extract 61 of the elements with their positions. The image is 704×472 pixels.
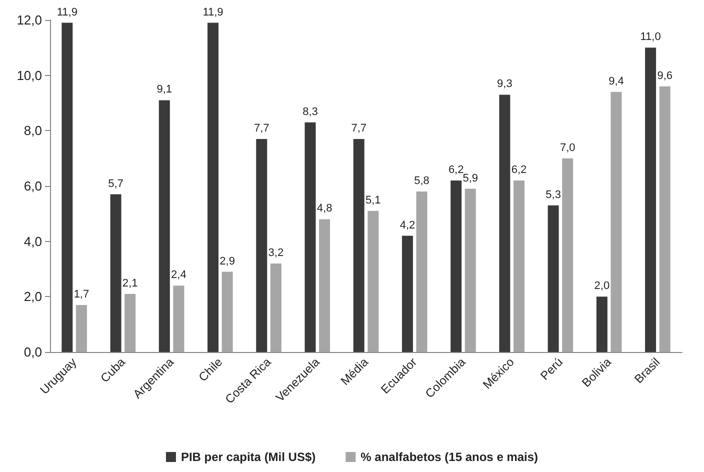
data-label: 2,0 (594, 280, 610, 292)
bar (416, 192, 428, 352)
data-label: 9,1 (156, 84, 172, 96)
bar (270, 263, 282, 352)
bar (645, 48, 656, 352)
bar (368, 210, 379, 352)
data-label: 2,4 (171, 269, 186, 282)
data-label: 9,6 (657, 70, 672, 82)
bar (110, 194, 122, 352)
y-tick-label: 4,0 (24, 234, 42, 249)
data-label: 2,9 (220, 255, 235, 268)
bar (158, 100, 170, 352)
bar (76, 304, 87, 352)
data-label: 9,3 (497, 78, 512, 90)
bar (562, 158, 574, 352)
bar (62, 22, 73, 352)
y-tick-label: 2,0 (24, 289, 42, 304)
y-tick-label: 8,0 (24, 123, 42, 138)
y-tick-label: 0,0 (24, 344, 42, 360)
data-label: 11,9 (202, 6, 224, 18)
data-label: 11,0 (640, 31, 661, 44)
data-label: 5,9 (462, 172, 478, 184)
legend-label: PIB per capita (Mil US$) (180, 450, 316, 464)
bar (353, 138, 364, 352)
y-tick-label: 6,0 (24, 178, 42, 194)
bar (208, 22, 219, 352)
bar (596, 296, 608, 352)
bar (548, 205, 559, 352)
data-label: 11,9 (56, 6, 78, 18)
bar (173, 286, 184, 352)
data-label: 4,2 (400, 219, 416, 232)
data-label: 6,2 (448, 164, 464, 176)
data-label: 7,0 (560, 142, 576, 154)
y-tick-label: 12,0 (16, 12, 42, 28)
data-label: 7,7 (254, 122, 270, 134)
bar (464, 188, 476, 352)
data-label: 6,2 (511, 164, 527, 176)
data-label: 5,7 (108, 178, 124, 190)
bar (319, 219, 330, 352)
data-label: 5,8 (414, 175, 430, 188)
bar (402, 236, 413, 352)
data-label: 8,3 (302, 106, 318, 118)
bar (124, 294, 136, 352)
legend-label: % analfabetos (15 anos e mais) (360, 450, 538, 464)
bar (659, 86, 670, 352)
data-label: 5,1 (366, 194, 381, 206)
data-label: 5,3 (546, 188, 561, 201)
data-label: 1,7 (74, 288, 90, 300)
bar (222, 272, 233, 352)
bar (450, 180, 462, 352)
bar (256, 138, 268, 352)
data-label: 7,7 (351, 122, 366, 134)
bar (499, 94, 510, 352)
data-label: 9,4 (608, 75, 624, 88)
data-label: 2,1 (122, 277, 138, 290)
y-tick-label: 10,0 (16, 68, 42, 83)
data-label: 4,8 (316, 202, 332, 215)
bar (513, 180, 524, 352)
bar (304, 122, 316, 352)
bar (610, 92, 622, 352)
data-label: 3,2 (268, 246, 284, 259)
